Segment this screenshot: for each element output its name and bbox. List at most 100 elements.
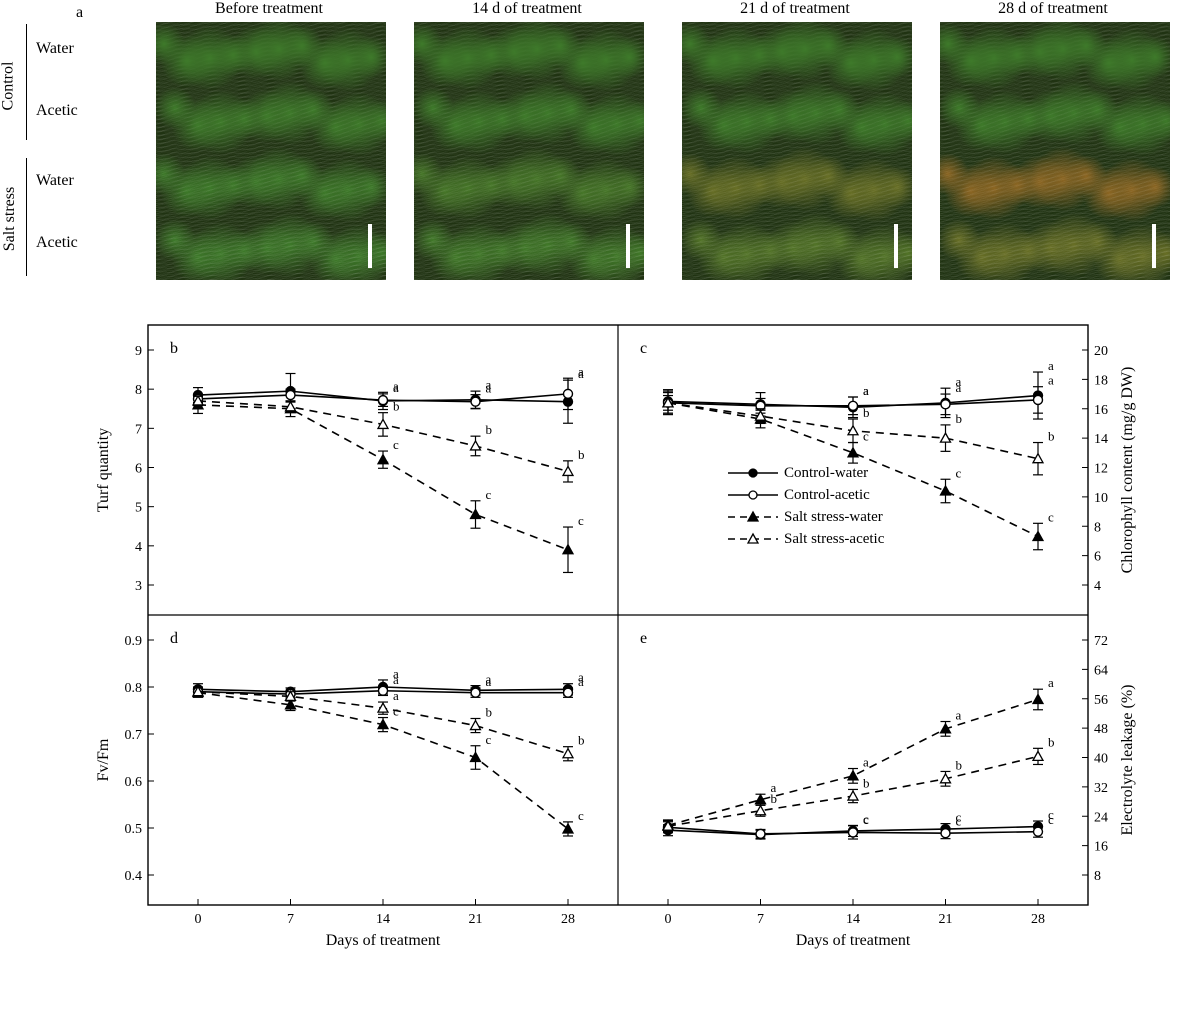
svg-text:b: b <box>956 757 963 772</box>
panel-a-tag: a <box>76 4 83 22</box>
svg-text:20: 20 <box>1094 344 1108 359</box>
plant-photo <box>682 22 912 280</box>
svg-text:Turf quantity: Turf quantity <box>95 428 112 512</box>
svg-text:a: a <box>393 688 399 703</box>
figure-container: a Before treatment 14 d of treatment 21 … <box>0 0 1200 1018</box>
svg-text:21: 21 <box>469 912 483 927</box>
svg-text:4: 4 <box>1094 579 1101 594</box>
svg-text:b: b <box>863 775 870 790</box>
svg-text:28: 28 <box>1031 912 1045 927</box>
svg-text:c: c <box>1048 812 1054 827</box>
colhdr-3: 28 d of treatment <box>938 0 1168 18</box>
legend-label: Salt stress-water <box>784 506 883 528</box>
svg-text:Days of treatment: Days of treatment <box>796 932 911 949</box>
svg-text:72: 72 <box>1094 634 1108 649</box>
svg-text:7: 7 <box>287 912 294 927</box>
svg-text:10: 10 <box>1094 491 1108 506</box>
svg-text:Chlorophyll content (mg/g DW): Chlorophyll content (mg/g DW) <box>1119 367 1136 574</box>
svg-text:c: c <box>578 513 584 528</box>
charts-area: b3456789Turf quantityaaaaaacccbbbc468101… <box>88 300 1178 1010</box>
svg-text:b: b <box>771 791 778 806</box>
svg-text:c: c <box>486 487 492 502</box>
svg-text:14: 14 <box>1094 432 1108 447</box>
svg-text:0.4: 0.4 <box>125 869 143 884</box>
svg-text:a: a <box>393 672 399 687</box>
svg-text:b: b <box>1048 734 1055 749</box>
svg-text:21: 21 <box>939 912 953 927</box>
svg-text:a: a <box>486 381 492 396</box>
plant-photo <box>940 22 1170 280</box>
row-salt-acetic: Acetic <box>36 234 78 252</box>
svg-text:6: 6 <box>135 462 142 477</box>
svg-text:c: c <box>578 808 584 823</box>
svg-text:8: 8 <box>135 383 142 398</box>
colhdr-2: 21 d of treatment <box>680 0 910 18</box>
svg-text:0.7: 0.7 <box>125 728 143 743</box>
svg-text:56: 56 <box>1094 693 1108 708</box>
svg-text:16: 16 <box>1094 403 1108 418</box>
svg-text:b: b <box>956 411 963 426</box>
group-control: Control <box>0 62 17 111</box>
group-control-line <box>26 24 27 140</box>
group-salt: Salt stress <box>1 187 19 251</box>
svg-text:b: b <box>486 704 493 719</box>
svg-text:18: 18 <box>1094 373 1108 388</box>
svg-text:a: a <box>956 380 962 395</box>
svg-text:a: a <box>486 674 492 689</box>
row-control-water: Water <box>36 40 74 58</box>
svg-text:c: c <box>863 429 869 444</box>
svg-text:c: c <box>393 437 399 452</box>
svg-text:c: c <box>863 812 869 827</box>
svg-text:3: 3 <box>135 579 142 594</box>
svg-text:0: 0 <box>195 912 202 927</box>
svg-text:b: b <box>170 340 178 357</box>
svg-text:8: 8 <box>1094 869 1101 884</box>
plant-photo <box>414 22 644 280</box>
svg-text:b: b <box>863 405 870 420</box>
svg-text:40: 40 <box>1094 752 1108 767</box>
svg-text:c: c <box>486 732 492 747</box>
svg-text:Electrolyte leakage (%): Electrolyte leakage (%) <box>1119 684 1136 835</box>
svg-text:Fv/Fm: Fv/Fm <box>95 738 112 781</box>
svg-text:28: 28 <box>561 912 575 927</box>
svg-text:0: 0 <box>665 912 672 927</box>
svg-text:c: c <box>640 340 647 357</box>
svg-text:a: a <box>1048 373 1054 388</box>
svg-text:c: c <box>1048 509 1054 524</box>
row-salt-water: Water <box>36 172 74 190</box>
svg-text:c: c <box>956 814 962 829</box>
svg-text:a: a <box>1048 358 1054 373</box>
group-salt-line <box>26 158 27 276</box>
legend-item: Salt stress-acetic <box>728 528 884 550</box>
svg-text:64: 64 <box>1094 663 1108 678</box>
svg-text:a: a <box>863 383 869 398</box>
svg-text:c: c <box>956 465 962 480</box>
row-control-acetic: Acetic <box>36 102 78 120</box>
svg-text:a: a <box>956 708 962 723</box>
legend-label: Control-acetic <box>784 484 870 506</box>
svg-text:4: 4 <box>135 540 142 555</box>
svg-text:a: a <box>578 674 584 689</box>
legend-label: Control-water <box>784 462 868 484</box>
svg-text:b: b <box>486 422 493 437</box>
svg-text:b: b <box>393 399 400 414</box>
svg-text:16: 16 <box>1094 840 1108 855</box>
scale-bar <box>368 224 372 268</box>
scale-bar <box>894 224 898 268</box>
svg-text:0.5: 0.5 <box>125 822 143 837</box>
svg-text:a: a <box>1048 675 1054 690</box>
svg-text:d: d <box>170 630 178 647</box>
svg-text:b: b <box>1048 429 1055 444</box>
plant-photo <box>156 22 386 280</box>
legend: Control-waterControl-aceticSalt stress-w… <box>728 462 884 550</box>
legend-label: Salt stress-acetic <box>784 528 884 550</box>
svg-text:a: a <box>578 364 584 379</box>
legend-item: Control-acetic <box>728 484 884 506</box>
row-labels: Control Water Acetic Salt stress Water A… <box>0 22 90 282</box>
svg-text:a: a <box>393 380 399 395</box>
svg-text:0.9: 0.9 <box>125 634 143 649</box>
svg-text:b: b <box>578 733 585 748</box>
colhdr-1: 14 d of treatment <box>412 0 642 18</box>
svg-text:14: 14 <box>846 912 860 927</box>
svg-text:7: 7 <box>757 912 764 927</box>
